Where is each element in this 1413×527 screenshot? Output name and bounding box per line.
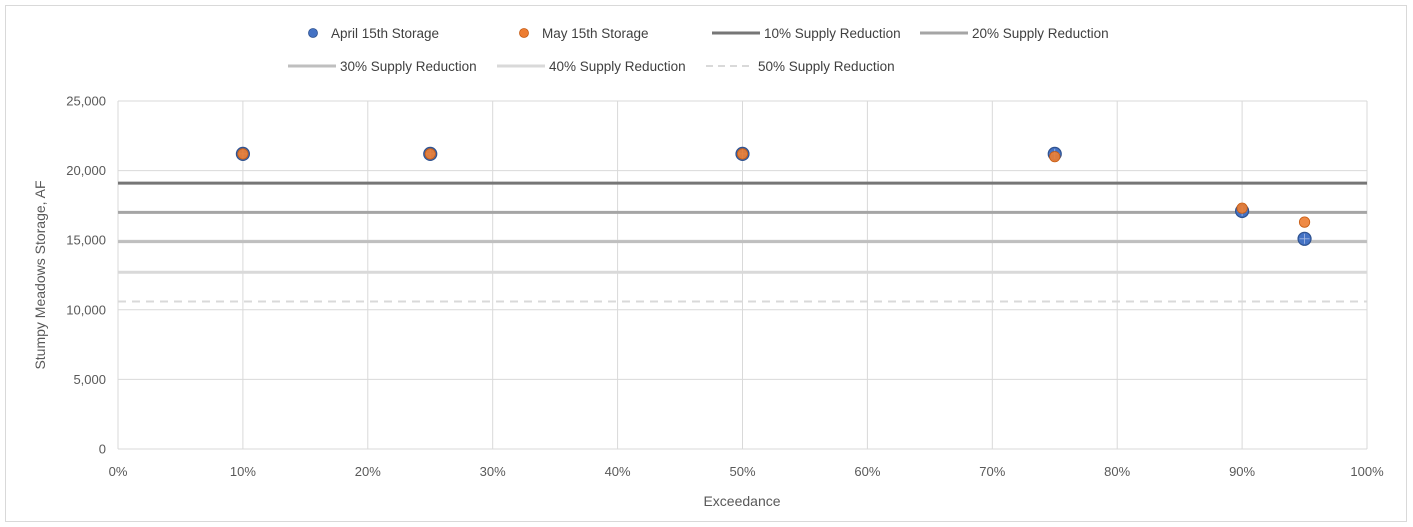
y-tick-label: 25,000 xyxy=(66,94,106,109)
x-tick-label: 10% xyxy=(230,464,256,479)
point-fill xyxy=(424,148,436,160)
legend-marker xyxy=(519,28,529,38)
reference-lines xyxy=(118,181,1367,303)
point-fill xyxy=(237,148,249,160)
legend-label: 50% Supply Reduction xyxy=(758,59,895,74)
x-tick-label: 40% xyxy=(605,464,631,479)
legend-label: April 15th Storage xyxy=(331,26,439,41)
april-storage-point xyxy=(1297,231,1312,246)
y-tick-label: 20,000 xyxy=(66,163,106,178)
x-tick-label: 60% xyxy=(854,464,880,479)
legend: April 15th Storage May 15th Storage 10% Su… xyxy=(288,26,1109,74)
x-tick-label: 90% xyxy=(1229,464,1255,479)
tick-labels: 0% 10% 20% 30% 40% 50% 60% 70% 80% 90% 100% 0 5,000 1… xyxy=(66,94,1384,480)
chart-border xyxy=(5,5,1407,522)
x-tick-label: 30% xyxy=(480,464,506,479)
may-storage-point xyxy=(1049,151,1061,163)
may-storage-point xyxy=(1298,216,1311,228)
legend-item: 30% Supply Reduction xyxy=(288,59,477,74)
x-tick-label: 70% xyxy=(979,464,1005,479)
legend-item: 40% Supply Reduction xyxy=(497,59,686,74)
may-storage-point xyxy=(237,148,249,160)
legend-label: May 15th Storage xyxy=(542,26,649,41)
legend-marker xyxy=(308,28,318,38)
point-fill xyxy=(1049,151,1061,163)
may-storage-point xyxy=(1236,202,1248,214)
x-tick-label: 50% xyxy=(729,464,755,479)
x-tick-label: 100% xyxy=(1350,464,1384,479)
legend-item: 20% Supply Reduction xyxy=(920,26,1109,41)
may-storage-point xyxy=(736,148,749,160)
legend-label: 10% Supply Reduction xyxy=(764,26,901,41)
legend-item: 50% Supply Reduction xyxy=(706,59,895,74)
point-fill xyxy=(1298,216,1311,228)
point-fill xyxy=(1236,202,1248,214)
legend-label: 20% Supply Reduction xyxy=(972,26,1109,41)
x-tick-label: 20% xyxy=(355,464,381,479)
y-tick-label: 15,000 xyxy=(66,233,106,248)
legend-label: 40% Supply Reduction xyxy=(549,59,686,74)
legend-item: April 15th Storage xyxy=(308,26,439,41)
legend-label: 30% Supply Reduction xyxy=(340,59,477,74)
y-axis-title: Stumpy Meadows Storage, AF xyxy=(32,180,48,369)
data-points xyxy=(235,146,1312,246)
y-tick-label: 10,000 xyxy=(66,302,106,317)
x-tick-label: 0% xyxy=(109,464,128,479)
x-axis-title: Exceedance xyxy=(703,493,780,509)
legend-item: 10% Supply Reduction xyxy=(712,26,901,41)
x-tick-label: 80% xyxy=(1104,464,1130,479)
may-storage-point xyxy=(424,148,436,160)
y-tick-label: 5,000 xyxy=(73,372,106,387)
point-fill xyxy=(736,148,749,160)
legend-item: May 15th Storage xyxy=(519,26,649,41)
y-tick-label: 0 xyxy=(99,442,106,457)
